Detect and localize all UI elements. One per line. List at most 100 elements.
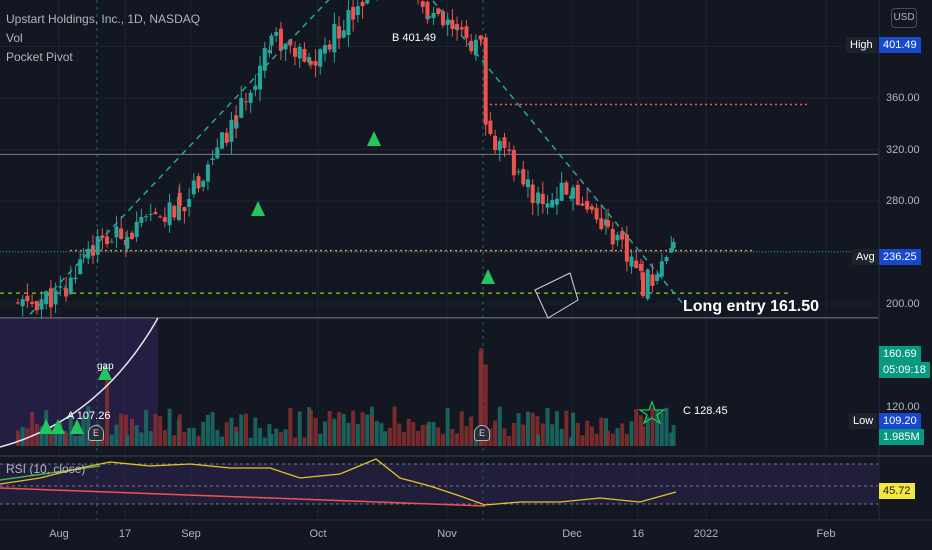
candle-body [493, 135, 498, 151]
candle-body [176, 196, 181, 221]
candle-body [634, 260, 639, 269]
volume-bar [445, 407, 450, 446]
candlesticks [16, 0, 676, 319]
volume-bar [313, 417, 318, 446]
volume-bar [365, 414, 370, 446]
candle-body [239, 98, 244, 118]
pocket-pivot-marker [98, 365, 112, 380]
earnings-icon[interactable]: E [474, 425, 490, 441]
pocket-pivot-marker [39, 419, 53, 434]
candle-body [436, 8, 441, 14]
rsi-label[interactable]: RSI (10, close) [6, 462, 86, 476]
point-b-label: B 401.49 [392, 32, 437, 44]
volume-bar [201, 421, 206, 446]
x-tick-aug: Aug [49, 528, 69, 540]
currency-button[interactable]: USD [891, 8, 917, 28]
volume-bar [20, 427, 25, 446]
x-tick-nov: Nov [437, 528, 457, 540]
x-tick-feb: Feb [816, 528, 836, 540]
volume-bar [34, 423, 39, 446]
volume-bar [119, 413, 124, 446]
volume-bar [288, 408, 293, 446]
volume-bar [634, 409, 639, 446]
volume-bar [73, 435, 78, 446]
candle-body [479, 38, 484, 40]
candle-body [540, 193, 545, 205]
volume-bar [464, 426, 469, 446]
volume-bar [205, 414, 210, 446]
vol-indicator-label[interactable]: Vol [6, 31, 23, 45]
volume-bar [220, 436, 225, 446]
volume-bar [469, 416, 474, 446]
volume-bar [521, 424, 526, 446]
candle-body [288, 39, 293, 46]
candle-body [30, 301, 35, 304]
pocket-pivot-label[interactable]: Pocket Pivot [6, 50, 73, 64]
volume-bar [650, 407, 655, 446]
candle-body [536, 192, 541, 204]
x-tick-2022: 2022 [693, 528, 719, 540]
trendlines [0, 0, 684, 448]
candle-body [610, 229, 615, 245]
volume-bar [406, 418, 411, 446]
candle-body [196, 176, 201, 189]
volume-bar [379, 423, 384, 446]
candle-body [119, 228, 124, 239]
candle-body [224, 132, 229, 143]
volume-bar [297, 411, 302, 446]
candle-body [488, 120, 493, 134]
candle-body [267, 49, 272, 53]
candle-body [269, 35, 274, 46]
candle-body [95, 236, 100, 255]
candle-body [220, 132, 225, 149]
avg-tag-label: Avg [852, 249, 879, 265]
rsi-value-tag: 45.72 [879, 483, 915, 499]
candle-body [360, 1, 365, 7]
candle-body [100, 235, 105, 238]
volume-bar [669, 432, 674, 446]
rsi-divergence-line [0, 487, 486, 507]
volume-bar [610, 433, 615, 446]
candle-body [144, 216, 149, 218]
avg-tag-value: 236.25 [879, 249, 921, 265]
volume-bar [283, 429, 288, 446]
volume-bar [387, 427, 392, 446]
pocket-pivot-marker [51, 419, 65, 434]
rsi-pane [0, 455, 932, 521]
volume-bar [278, 431, 283, 446]
candle-body [589, 206, 594, 210]
volume-bar [655, 409, 660, 446]
candle-body [516, 171, 521, 173]
volume-bar [182, 431, 187, 446]
volume-bar [239, 414, 244, 446]
volume-bar [540, 423, 545, 446]
volume-bar [383, 431, 388, 446]
volume-bar [129, 418, 134, 446]
volume-bar [153, 413, 158, 446]
volume-bar [191, 427, 196, 446]
volume-bar [68, 415, 73, 446]
low-tag-value: 109.20 [879, 413, 921, 429]
candle-body [569, 195, 574, 199]
x-tick-16: 16 [631, 528, 645, 540]
volume-bar [162, 430, 167, 446]
candle-body [64, 288, 69, 297]
candle-body [229, 119, 234, 142]
volume-bar [659, 412, 664, 446]
candle-body [550, 199, 555, 208]
candle-body [90, 245, 95, 256]
volume-bar [401, 431, 406, 446]
candle-body [172, 205, 177, 218]
candle-body [511, 149, 516, 176]
x-tick-17: 17 [118, 528, 132, 540]
y-tick-120: 120.00 [886, 401, 920, 413]
volume-bar [507, 435, 512, 446]
chart-legend: Upstart Holdings, Inc., 1D, NASDAQ Vol P… [6, 10, 200, 67]
candle-body [20, 299, 25, 307]
volume-bar [30, 412, 35, 446]
earnings-icon[interactable]: E [88, 425, 104, 441]
volume-bar [134, 425, 139, 446]
candle-body [606, 220, 611, 227]
candle-body [274, 31, 279, 36]
